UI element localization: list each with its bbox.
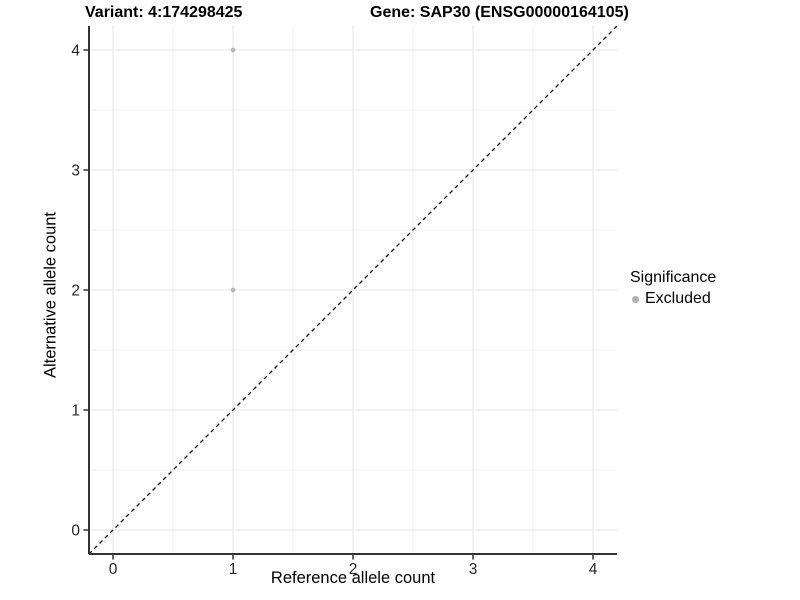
data-point xyxy=(230,47,236,53)
x-tick-label: 0 xyxy=(109,561,118,578)
y-tick-label: 1 xyxy=(71,403,80,420)
y-tick-label: 3 xyxy=(71,163,80,180)
legend-title: Significance xyxy=(630,269,717,286)
x-tick-label: 1 xyxy=(229,561,238,578)
y-tick-label: 4 xyxy=(71,43,80,60)
y-axis-title: Alternative allele count xyxy=(41,211,60,379)
x-tick-label: 2 xyxy=(349,561,358,578)
plot-title-gene: Gene: SAP30 (ENSG00000164105) xyxy=(370,4,629,21)
x-tick-label: 4 xyxy=(589,561,598,578)
legend-item-excluded: Excluded xyxy=(632,290,716,308)
x-axis-title: Reference allele count xyxy=(270,569,436,587)
y-tick-label: 2 xyxy=(71,283,80,300)
x-tick-label: 3 xyxy=(469,561,478,578)
data-point xyxy=(230,287,236,293)
y-tick-label: 0 xyxy=(71,523,80,540)
plot-title-variant: Variant: 4:174298425 xyxy=(85,4,243,21)
legend-item-label: Excluded xyxy=(645,290,711,307)
legend: Significance Excluded xyxy=(630,269,716,308)
legend-point-icon xyxy=(632,295,639,303)
